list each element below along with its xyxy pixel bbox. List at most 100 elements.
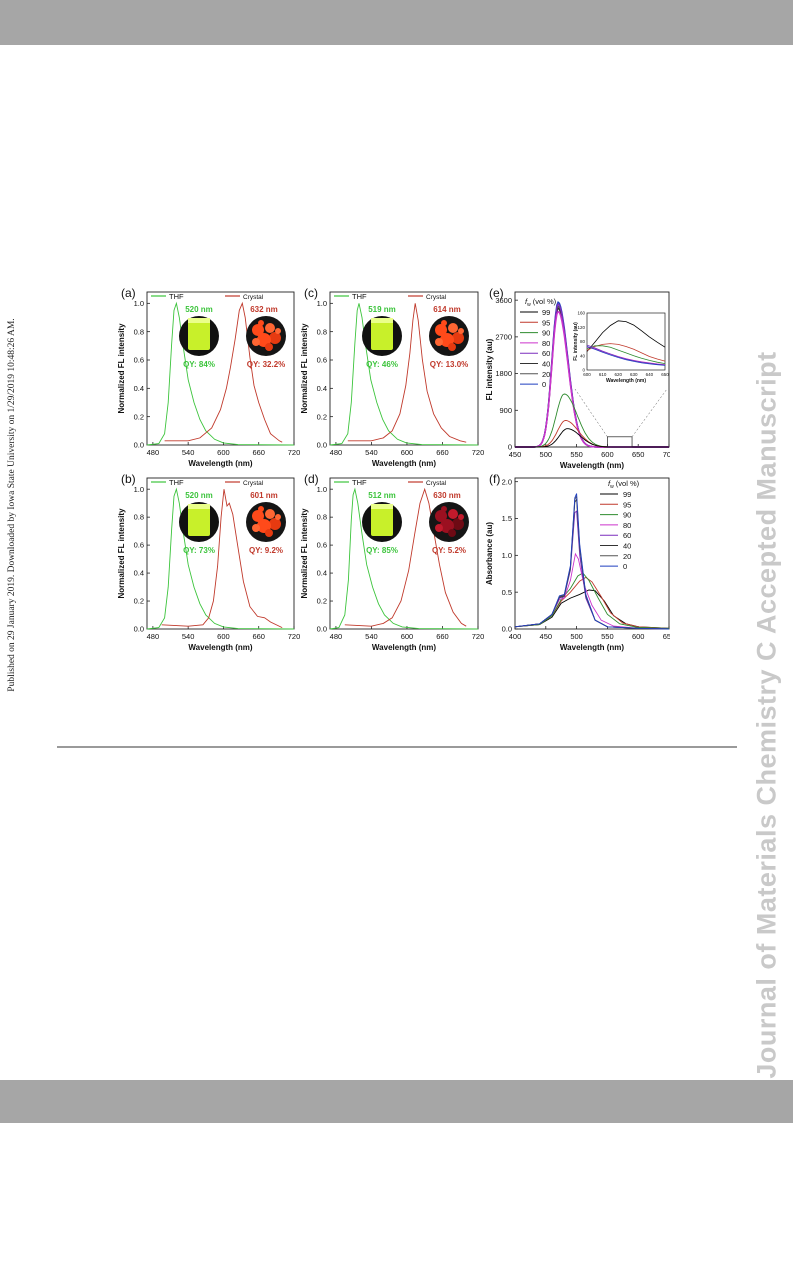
panel-c-x-tick-label: 540 [365, 448, 378, 457]
panel-e-series-99 [515, 428, 669, 448]
panel-e-legend-label-80: 80 [542, 339, 550, 348]
panel-b-crystal-particle [275, 514, 281, 520]
panel-b-frame [146, 477, 295, 630]
panel-f-legend-label-40: 40 [623, 542, 631, 551]
panel-a-y-tick-label: 0.6 [134, 356, 144, 365]
header-bar [0, 0, 793, 45]
panel-b-y-tick-label: 0.6 [134, 541, 144, 550]
panel-e-x-tick-label: 650 [632, 450, 645, 459]
panel-f-series-90 [514, 572, 670, 629]
panel-d-legend-label-thf: THF [352, 478, 367, 487]
panel-f-frame [514, 477, 670, 630]
panel-a-crystal-particle [265, 343, 273, 351]
panel-f-series-20 [514, 494, 670, 630]
panel-a-series-crystal [164, 301, 283, 443]
panel-d-thf-peak-label: 512 nm [368, 491, 396, 500]
panel-f-x-tick-label: 600 [632, 632, 645, 641]
panel-e-x-tick-label: 700 [663, 450, 670, 459]
panel-e-y-tick-label: 0 [508, 443, 512, 452]
panel-f-legend-title-f: f [608, 479, 611, 488]
panel-c-y-tick-label: 0.4 [317, 384, 327, 393]
panel-e-panel-label: (e) [489, 286, 504, 300]
panel-d-panel-label: (d) [304, 472, 319, 486]
panel-f-y-tick-label: 1.5 [502, 514, 512, 523]
panel-e-zoom-connector [631, 388, 668, 437]
panel-b-crystal-qy-label: QY: 9.2% [249, 546, 283, 555]
panel-e-inset-series-0 [586, 346, 666, 366]
panel-e-y-axis-label: FL intensity (au) [485, 338, 494, 400]
panel-b-thf-peak-label: 520 nm [185, 491, 213, 500]
panel-c-y-tick-label: 0.2 [317, 412, 327, 421]
panel-a-crystal-particle [252, 324, 264, 336]
figure-panels: 480 540 600 660 7200.00.20.40.60.81.0Wavelen… [117, 286, 675, 652]
panel-d-crystal-particle [448, 509, 458, 519]
panel-c-x-tick-label: 720 [472, 448, 485, 457]
panel-e-x-tick-label: 600 [601, 450, 614, 459]
panel-a-frame [146, 291, 295, 446]
panel-a-crystal-particle [252, 338, 260, 346]
panel-d-crystal-particle [452, 518, 464, 530]
panel-e-legend-title-f: f [525, 297, 528, 306]
panel-c-crystal-peak-label: 614 nm [433, 305, 461, 314]
panel-e-inset-x-tick-label: 640 [646, 372, 654, 377]
panel-e-x-tick-label: 450 [509, 450, 522, 459]
panel-a-x-tick-label: 600 [217, 448, 230, 457]
panel-c-crystal-particle [448, 343, 456, 351]
panel-d-vial-top [371, 504, 393, 509]
panel-b-panel-label: (b) [121, 472, 136, 486]
panel-f-series-0 [514, 493, 670, 630]
panel-e-y-tick-label: 900 [499, 406, 512, 415]
panel-e-inset-x-tick-label: 650 [661, 372, 669, 377]
panel-f-series-40 [514, 497, 670, 630]
panel-e-x-axis-label: Wavelength (nm) [560, 461, 624, 470]
panel-f-series-95 [514, 576, 670, 629]
panel-c-series-crystal [347, 303, 467, 443]
panel-a-crystal-particle [275, 328, 281, 334]
panel-e-inset-x-tick-label: 620 [614, 372, 622, 377]
panel-b-x-tick-label: 540 [182, 632, 195, 641]
panel-c-x-axis-label: Wavelength (nm) [372, 459, 436, 468]
panel-f-y-tick-label: 2.0 [502, 477, 512, 486]
download-note: Published on 29 January 2019. Downloaded… [7, 318, 17, 692]
panel-f-legend-title-suffix: (vol %) [614, 479, 640, 488]
panel-b-crystal-particle [252, 510, 264, 522]
panel-e-inset-frame [586, 312, 666, 371]
panel-d-crystal-particle [448, 529, 456, 537]
panel-e-inset-x-tick-label: 600 [583, 372, 591, 377]
panel-a-x-tick-label: 660 [252, 448, 265, 457]
panel-f-y-tick-label: 0.0 [502, 625, 512, 634]
panel-e-zoom-connector [574, 388, 608, 437]
panel-c-x-tick-label: 600 [401, 448, 414, 457]
panel-b-x-tick-label: 660 [252, 632, 265, 641]
panel-b-x-tick-label: 480 [147, 632, 160, 641]
panel-c-vial-top [371, 318, 393, 323]
panel-b-thf-qy-label: QY: 73% [183, 546, 215, 555]
panel-f-y-tick-label: 1.0 [502, 551, 512, 560]
panel-e-inset-series-99 [586, 320, 666, 352]
panel-e-y-tick-label: 2700 [495, 332, 512, 341]
panel-e-inset-series-90 [586, 345, 666, 364]
panel-d-thf-qy-label: QY: 85% [366, 546, 398, 555]
panel-d-x-tick-label: 540 [365, 632, 378, 641]
panel-b-x-tick-label: 720 [288, 632, 301, 641]
panel-c-panel-label: (c) [304, 286, 318, 300]
panel-a-y-tick-label: 0.8 [134, 327, 144, 336]
panel-e-inset-y-tick-label: 80 [580, 339, 586, 344]
panel-a-x-tick-label: 720 [288, 448, 301, 457]
panel-a-x-axis-label: Wavelength (nm) [188, 459, 252, 468]
panel-a-y-tick-label: 0.4 [134, 384, 144, 393]
panel-c-y-axis-label: Normalized FL intensity [300, 323, 309, 414]
panel-c-legend-label-crystal: Crystal [426, 294, 447, 301]
panel-e-legend-label-60: 60 [542, 349, 550, 358]
panel-e-series-90 [515, 393, 669, 448]
panel-a-vial-glow [188, 318, 210, 350]
panel-e-inset-x-tick-label: 630 [630, 372, 638, 377]
panel-c-y-tick-label: 0.6 [317, 356, 327, 365]
panel-f-x-tick-label: 550 [601, 632, 614, 641]
panel-e-legend-label-90: 90 [542, 329, 550, 338]
panel-d-legend-label-crystal: Crystal [426, 480, 447, 487]
panel-c-series-thf [329, 303, 479, 446]
panel-a: 480 540 600 660 720 0.0 0.2 0.4 0.6 0.8 1.0 Wavelen… [117, 286, 300, 468]
panel-c-y-tick-label: 1.0 [317, 299, 327, 308]
panel-f-legend-label-60: 60 [623, 531, 631, 540]
